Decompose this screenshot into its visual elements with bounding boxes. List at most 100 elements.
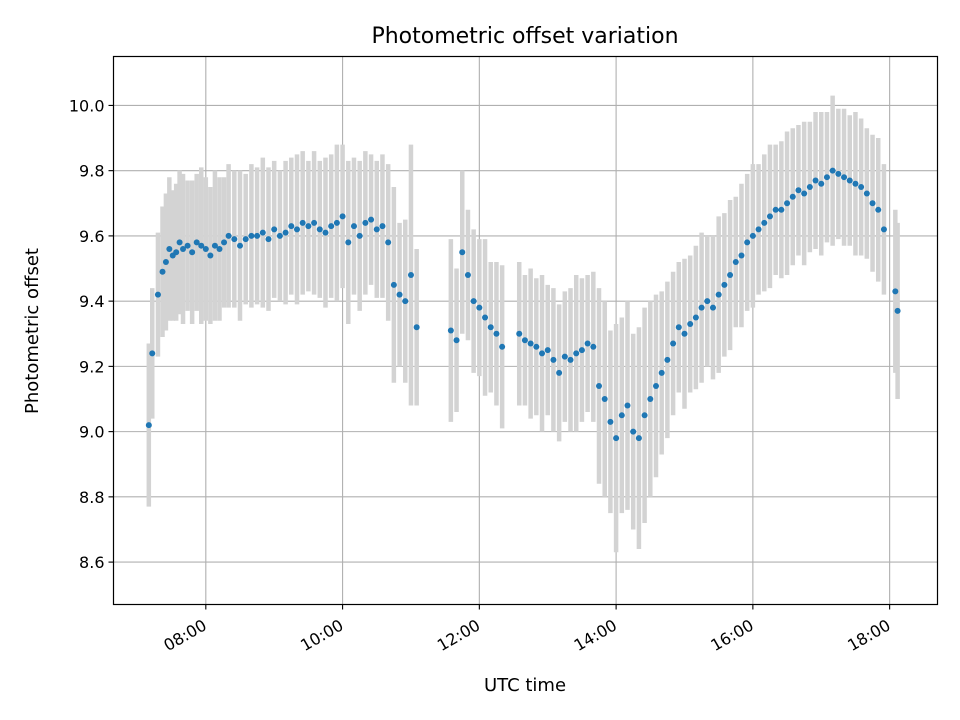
x-axis-ticks: 08:00 10:00 12:00 14:00 16:00 18:00: [160, 604, 894, 656]
data-points: [145, 167, 901, 442]
data-point: [487, 324, 494, 331]
data-point: [795, 187, 802, 194]
data-point: [664, 356, 671, 363]
data-point: [894, 307, 901, 314]
data-point: [789, 193, 796, 200]
data-point: [166, 245, 173, 252]
y-tick-label: 9.0: [79, 423, 104, 442]
y-tick-label: 9.2: [79, 357, 104, 376]
data-point: [193, 239, 200, 246]
data-point: [863, 190, 870, 197]
x-tick-label: 12:00: [434, 616, 483, 656]
data-point: [721, 281, 728, 288]
x-tick-label: 08:00: [160, 616, 209, 656]
data-point: [852, 180, 859, 187]
data-point: [618, 412, 625, 419]
data-point: [613, 435, 620, 442]
data-point: [527, 340, 534, 347]
data-point: [180, 245, 187, 252]
data-point: [173, 249, 180, 256]
data-point: [248, 232, 255, 239]
data-point: [402, 298, 409, 305]
data-point: [630, 428, 637, 435]
data-point: [282, 229, 289, 236]
data-point: [225, 232, 232, 239]
data-point: [727, 272, 734, 279]
data-point: [641, 412, 648, 419]
data-point: [647, 396, 654, 402]
data-point: [766, 213, 773, 220]
data-point: [778, 206, 785, 213]
data-point: [385, 239, 392, 246]
data-point: [470, 298, 477, 305]
data-point: [829, 167, 836, 174]
data-point: [189, 249, 196, 256]
data-point: [184, 242, 191, 249]
data-point: [271, 226, 278, 233]
data-point: [476, 304, 483, 311]
data-point: [333, 219, 340, 226]
plot-frame: [112, 55, 939, 606]
data-point: [254, 232, 261, 239]
data-point: [801, 190, 808, 197]
data-point: [237, 242, 244, 249]
x-tick-label: 14:00: [571, 616, 620, 656]
data-point: [221, 239, 228, 246]
data-point: [715, 291, 722, 298]
data-point: [373, 226, 380, 233]
data-point: [176, 239, 183, 246]
y-axis-ticks: 8.6 8.8 9.0 9.2 9.4 9.6 9.8 10.0: [69, 96, 114, 572]
data-point: [573, 350, 580, 357]
data-point: [453, 337, 460, 344]
data-point: [198, 242, 205, 249]
data-point: [202, 245, 209, 252]
data-point: [362, 219, 369, 226]
data-point: [869, 200, 876, 207]
x-tick-label: 10:00: [297, 616, 346, 656]
data-point: [305, 223, 312, 230]
data-point: [732, 259, 739, 265]
data-point: [601, 396, 608, 402]
data-point: [846, 177, 853, 184]
data-point: [749, 232, 756, 239]
data-point: [339, 213, 346, 220]
data-point: [447, 327, 454, 334]
data-point: [738, 252, 745, 259]
data-point: [823, 174, 830, 181]
data-point: [493, 330, 500, 337]
error-bars: [146, 95, 900, 553]
data-point: [892, 288, 899, 295]
data-point: [350, 223, 357, 230]
data-point: [162, 259, 169, 265]
data-point: [578, 347, 585, 354]
data-point: [670, 340, 677, 347]
data-point: [276, 232, 283, 239]
data-point: [596, 382, 603, 389]
data-point: [806, 183, 813, 190]
data-point: [755, 226, 762, 233]
y-tick-label: 10.0: [69, 96, 105, 115]
data-point: [288, 223, 295, 230]
data-point: [556, 369, 563, 376]
data-point: [145, 422, 152, 429]
data-point: [698, 304, 705, 311]
data-point: [761, 219, 768, 226]
data-point: [231, 236, 238, 243]
data-point: [413, 324, 420, 331]
data-point: [652, 382, 659, 389]
data-point: [704, 298, 711, 305]
data-point: [567, 356, 574, 363]
data-point: [539, 350, 546, 357]
x-tick-label: 16:00: [707, 616, 756, 656]
data-point: [812, 177, 819, 184]
x-axis-label: UTC time: [484, 675, 566, 696]
y-tick-label: 9.4: [79, 292, 104, 311]
data-point: [687, 320, 694, 327]
data-point: [550, 356, 557, 363]
data-point: [835, 170, 842, 177]
data-point: [516, 330, 523, 337]
data-point: [772, 206, 779, 213]
y-tick-label: 8.8: [79, 488, 104, 507]
data-point: [154, 291, 161, 298]
data-point: [299, 219, 306, 226]
